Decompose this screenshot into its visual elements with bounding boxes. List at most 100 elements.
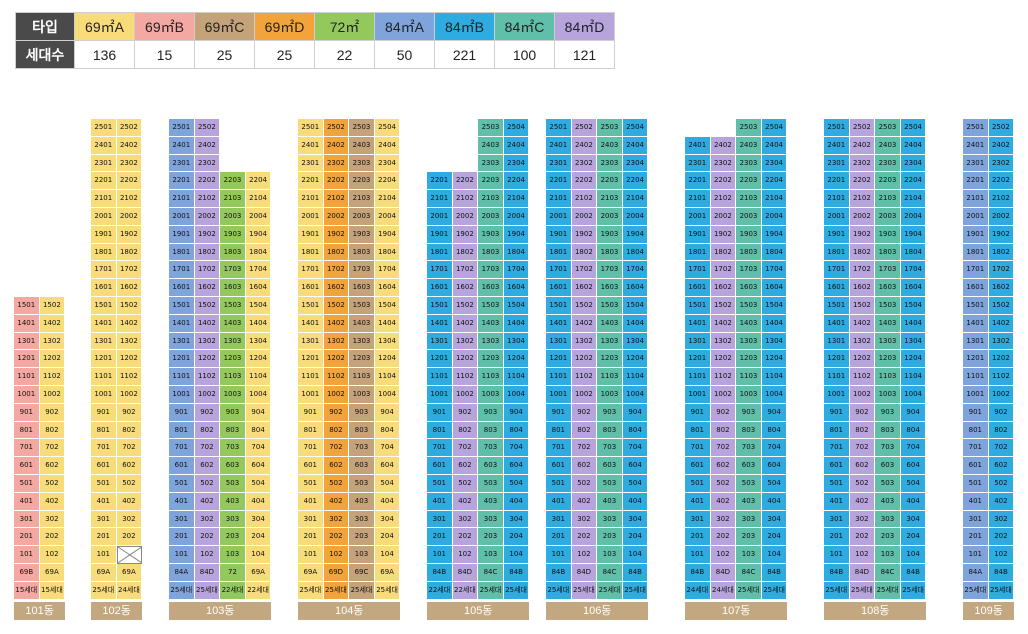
unit-cell: 1102 [39, 368, 66, 386]
unit-cell: 2102 [452, 190, 479, 208]
legend-type-row: 타입 69㎡A 69㎡B 69㎡C 69㎡D 72㎡ 84㎡A 84㎡B 84㎡… [15, 12, 615, 41]
unit-cell: 1702 [323, 261, 350, 280]
unit-cell: 802 [323, 421, 350, 440]
unit-cell: 1304 [374, 332, 401, 351]
unit-cell: 501 [963, 475, 989, 493]
household-count-label: 24세대 [685, 582, 711, 600]
unit-cell: 1803 [597, 243, 623, 262]
unit-cell: 703 [597, 439, 623, 458]
unit-cell: 2404 [761, 136, 788, 155]
unit-cell: 1903 [220, 225, 246, 244]
unit-cell: 1401 [298, 314, 324, 333]
unit-cell: 902 [452, 403, 479, 422]
building-name-label: 106동 [546, 602, 649, 620]
unit-cell: 2402 [194, 136, 221, 155]
unit-cell: 1201 [169, 350, 195, 369]
unit-cell: 1901 [824, 225, 850, 244]
unit-cell: 1104 [374, 368, 401, 386]
building-name-label: 107동 [685, 602, 788, 620]
household-count-label: 24세대 [710, 582, 737, 600]
unit-cell: 201 [427, 528, 453, 547]
unit-cell: 1501 [91, 297, 117, 315]
unit-cell: 502 [116, 475, 143, 493]
unit-cell: 2203 [736, 172, 762, 191]
unit-cell: 1903 [875, 225, 901, 244]
unit-cell: 1801 [91, 243, 117, 262]
unit-cell: 603 [478, 457, 504, 475]
unit-cell: 603 [736, 457, 762, 475]
unit-cell: 1203 [349, 350, 375, 369]
unit-cell: 402 [849, 492, 876, 511]
unit-cell: 2103 [478, 190, 504, 208]
unit-cell: 1502 [571, 297, 598, 315]
unit-cell: 1102 [710, 368, 737, 386]
unit-cell: 1203 [478, 350, 504, 369]
unit-type-label: 69B [14, 564, 40, 582]
unit-cell: 903 [349, 403, 375, 422]
unit-cell: 201 [546, 528, 572, 547]
unit-cell: 1804 [503, 243, 530, 262]
unit-cell: 1202 [452, 350, 479, 369]
unit-cell: 403 [478, 492, 504, 511]
unit-cell: 1902 [849, 225, 876, 244]
unit-cell: 201 [685, 528, 711, 547]
unit-cell: 404 [503, 492, 530, 511]
unit-cell: 203 [736, 528, 762, 547]
unit-cell: 1804 [374, 243, 401, 262]
unit-cell: 1504 [900, 297, 927, 315]
unit-cell: 2103 [597, 190, 623, 208]
unit-cell: 1302 [39, 332, 66, 351]
unit-cell: 1404 [503, 314, 530, 333]
unit-cell: 2204 [245, 172, 272, 191]
unit-cell: 2501 [91, 119, 117, 137]
unit-cell: 1603 [220, 279, 246, 297]
unit-type-label: 84D [710, 564, 737, 582]
unit-cell: 1202 [710, 350, 737, 369]
unit-cell: 802 [194, 421, 221, 440]
unit-cell: 1901 [963, 225, 989, 244]
unit-cell: 204 [761, 528, 788, 547]
unit-cell: 2201 [427, 172, 453, 191]
unit-cell: 1504 [245, 297, 272, 315]
unit-cell: 803 [597, 421, 623, 440]
unit-cell: 1203 [875, 350, 901, 369]
unit-cell: 501 [14, 475, 40, 493]
unit-cell: 1201 [963, 350, 989, 369]
unit-cell: 1904 [622, 225, 649, 244]
unit-cell: 804 [374, 421, 401, 440]
unit-cell: 2101 [963, 190, 989, 208]
unit-cell: 1802 [988, 243, 1015, 262]
unit-cell: 904 [245, 403, 272, 422]
unit-cell: 1404 [245, 314, 272, 333]
unit-cell: 2202 [571, 172, 598, 191]
household-count-label: 22세대 [452, 582, 479, 600]
unit-cell: 302 [571, 510, 598, 529]
unit-cell: 102 [849, 546, 876, 564]
unit-cell: 2003 [220, 208, 246, 226]
unit-cell: 603 [220, 457, 246, 475]
unit-cell: 402 [116, 492, 143, 511]
unit-cell: 703 [349, 439, 375, 458]
unit-cell: 2002 [849, 208, 876, 226]
unit-cell: 1904 [374, 225, 401, 244]
unit-cell: 1104 [622, 368, 649, 386]
unit-cell: 1401 [685, 314, 711, 333]
unit-cell: 2103 [220, 190, 246, 208]
unit-cell: 1501 [169, 297, 195, 315]
unit-cell: 102 [710, 546, 737, 564]
unit-cell: 202 [323, 528, 350, 547]
unit-cell: 1402 [323, 314, 350, 333]
unit-cell: 504 [245, 475, 272, 493]
unit-cell: 702 [710, 439, 737, 458]
unit-cell: 2403 [736, 136, 762, 155]
unit-cell: 101 [14, 546, 40, 564]
unit-cell: 403 [875, 492, 901, 511]
unit-cell: 1003 [875, 386, 901, 404]
unit-cell: 1502 [323, 297, 350, 315]
unit-cell: 1702 [849, 261, 876, 280]
unit-cell: 1304 [503, 332, 530, 351]
unit-cell: 702 [116, 439, 143, 458]
unit-cell: 1104 [245, 368, 272, 386]
unit-cell: 704 [374, 439, 401, 458]
unit-cell: 2003 [478, 208, 504, 226]
